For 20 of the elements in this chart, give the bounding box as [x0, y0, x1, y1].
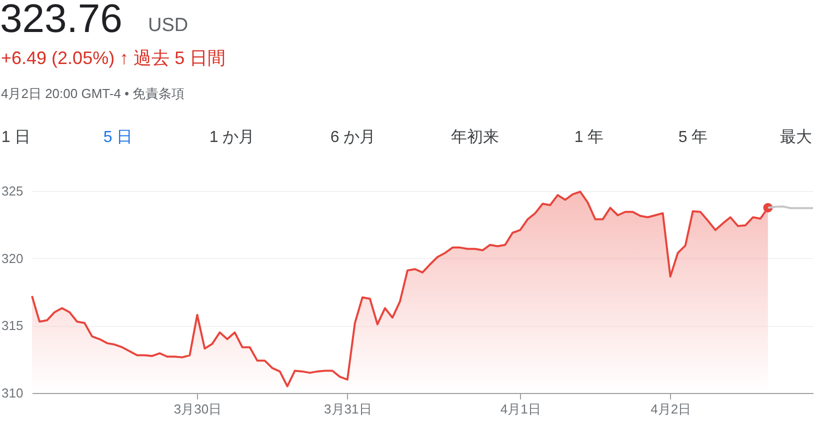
text: 4月2日 20:00 GMT-4 • 免責条項: [1, 86, 185, 101]
text: +6.49 (2.05%) ↑ 過去 5 日間: [1, 48, 226, 68]
x-tick-label: 4月2日: [650, 402, 692, 416]
text: 年初来: [451, 128, 499, 146]
y-tick-label: 315: [2, 318, 24, 334]
y-tick-label: 325: [2, 184, 24, 198]
text: 5 年: [678, 129, 708, 146]
y-tick-label: 310: [2, 386, 24, 400]
x-tick-label: 4月1日: [500, 402, 541, 416]
text: 1 年: [574, 129, 604, 146]
x-tick-label: 3月30日: [174, 402, 222, 416]
text: 1 か月: [209, 129, 255, 146]
x-tick-label: 3月31日: [324, 402, 372, 416]
text: 1 日: [1, 129, 31, 146]
y-tick-label: 320: [2, 250, 24, 266]
text: 5 日: [103, 129, 133, 146]
text: 6 か月: [330, 129, 376, 146]
chart-title: 323.76: [0, 0, 122, 41]
text: USD: [148, 15, 188, 36]
text: 最大: [780, 128, 812, 146]
